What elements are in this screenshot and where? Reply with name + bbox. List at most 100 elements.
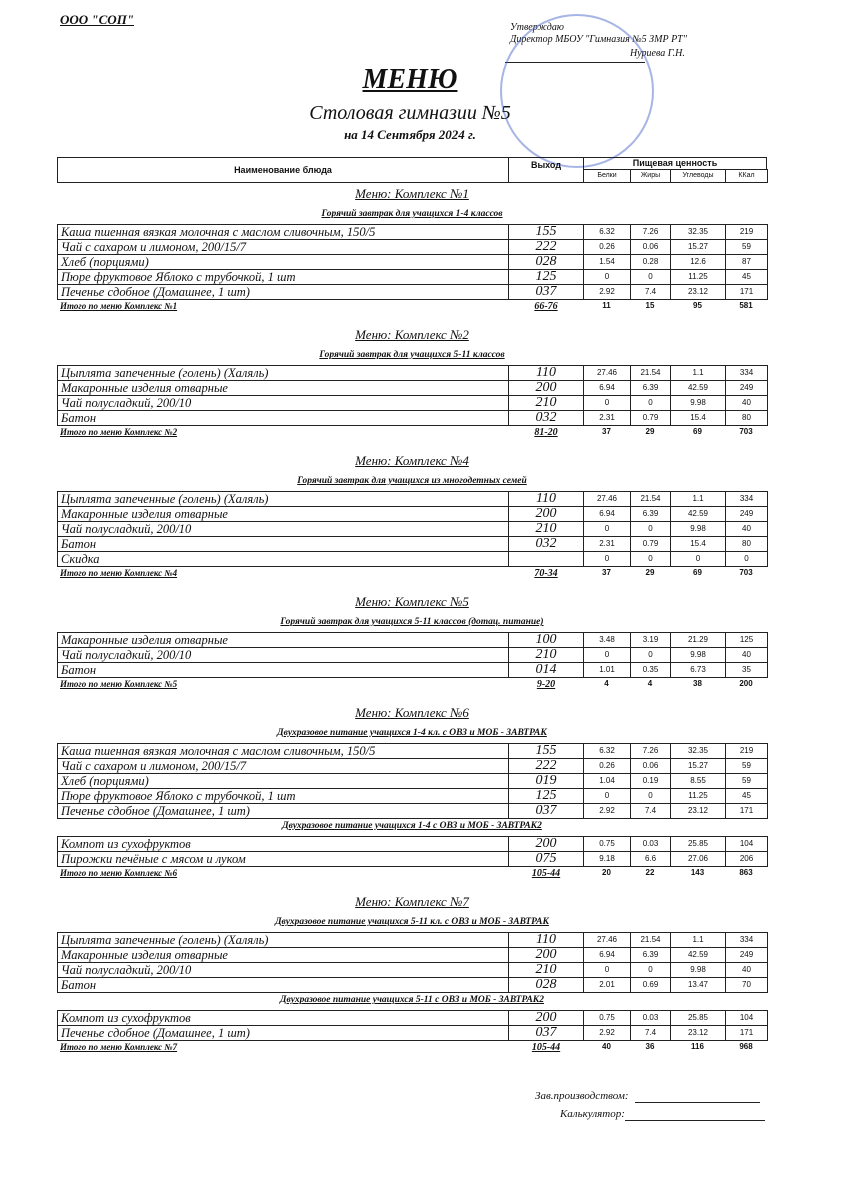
- total-value: 15: [645, 301, 655, 310]
- dish-yield: 032: [508, 410, 584, 426]
- total-value: 29: [645, 427, 655, 436]
- nutrition-value: 1.1: [670, 491, 726, 507]
- group-title: Горячий завтрак для учащихся 5-11 классо…: [319, 350, 505, 360]
- nutrition-value: 27.06: [670, 851, 726, 867]
- dish-name: Батон: [57, 977, 509, 993]
- dish-name: Компот из сухофруктов: [57, 836, 509, 852]
- nutrition-value: 27.46: [583, 365, 631, 381]
- nutrition-value: 0: [630, 647, 671, 663]
- nutrition-value: 6.32: [583, 743, 631, 759]
- nutrition-value: 35: [725, 662, 768, 678]
- nutrition-col-header: Белки: [583, 169, 631, 183]
- total-value: 200: [739, 679, 753, 688]
- total-value: 36: [645, 1042, 655, 1051]
- nutrition-value: 21.54: [630, 491, 671, 507]
- nutrition-value: 171: [725, 803, 768, 819]
- dish-name: Печенье сдобное (Домашнее, 1 шт): [57, 1025, 509, 1041]
- dish-yield: 037: [508, 284, 584, 300]
- nutrition-value: 87: [725, 254, 768, 270]
- total-yield: 9-20: [536, 679, 556, 690]
- total-label: Итого по меню Комплекс №2: [60, 427, 178, 437]
- nutrition-value: 6.39: [630, 947, 671, 963]
- dish-name: Хлеб (порциями): [57, 254, 509, 270]
- nutrition-value: 171: [725, 284, 768, 300]
- nutrition-value: 9.98: [670, 647, 726, 663]
- total-value: 40: [602, 1042, 611, 1051]
- nutrition-value: 0: [630, 521, 671, 537]
- nutrition-value: 9.98: [670, 962, 726, 978]
- subtitle: Столовая гимназии №5: [309, 102, 511, 124]
- nutrition-value: 249: [725, 380, 768, 396]
- nutrition-value: 0: [583, 395, 631, 411]
- total-yield: 105-44: [531, 1042, 561, 1053]
- nutrition-value: 7.26: [630, 224, 671, 240]
- total-value: 703: [739, 427, 753, 436]
- dish-yield: 200: [508, 1010, 584, 1026]
- director-name: Нуриева Г.Н.: [630, 48, 685, 59]
- dish-yield: 075: [508, 851, 584, 867]
- group-title: Двухразовое питание учащихся 5-11 кл. с …: [275, 917, 549, 927]
- nutrition-value: 0: [630, 962, 671, 978]
- section-title: Меню: Комплекс №7: [355, 894, 469, 909]
- nutrition-value: 0: [583, 269, 631, 285]
- nutrition-value: 0: [583, 962, 631, 978]
- total-value: 116: [691, 1042, 704, 1051]
- total-value: 4: [604, 679, 609, 688]
- nutrition-value: 0.28: [630, 254, 671, 270]
- org: ООО "СОП": [60, 12, 135, 27]
- nutrition-value: 25.85: [670, 836, 726, 852]
- nutrition-value: 0: [583, 521, 631, 537]
- group-title: Двухразовое питание учащихся 1-4 с ОВЗ и…: [282, 821, 542, 831]
- dish-name: Батон: [57, 536, 509, 552]
- nutrition-value: 0.69: [630, 977, 671, 993]
- nutrition-value: 2.92: [583, 1025, 631, 1041]
- nutrition-value: 59: [725, 239, 768, 255]
- dish-name: Пирожки печёные с мясом и луком: [57, 851, 509, 867]
- dish-name: Пюре фруктовое Яблоко с трубочкой, 1 шт: [57, 269, 509, 285]
- dish-yield: 200: [508, 836, 584, 852]
- total-label: Итого по меню Комплекс №4: [60, 568, 178, 578]
- dish-yield: 032: [508, 536, 584, 552]
- nutrition-value: 80: [725, 536, 768, 552]
- nutrition-value: 2.31: [583, 410, 631, 426]
- dish-name: Макаронные изделия отварные: [57, 947, 509, 963]
- dish-name: Макаронные изделия отварные: [57, 632, 509, 648]
- calc-line: [625, 1120, 765, 1121]
- total-value: 95: [693, 301, 702, 310]
- nutrition-value: 334: [725, 932, 768, 948]
- nutrition-value: 8.55: [670, 773, 726, 789]
- total-value: 4: [647, 679, 653, 688]
- total-label: Итого по меню Комплекс №1: [60, 301, 178, 311]
- total-value: 37: [602, 427, 611, 436]
- title: МЕНЮ: [362, 64, 458, 95]
- nutrition-value: 1.54: [583, 254, 631, 270]
- nutrition-value: 21.54: [630, 932, 671, 948]
- dish-yield: 110: [508, 491, 584, 507]
- nutrition-value: 23.12: [670, 284, 726, 300]
- calc-label: Калькулятор:: [560, 1108, 625, 1120]
- nutrition-value: 219: [725, 224, 768, 240]
- nutrition-value: 1.01: [583, 662, 631, 678]
- dish-name: Цыплята запеченные (голень) (Халяль): [57, 932, 509, 948]
- nutrition-value: 80: [725, 410, 768, 426]
- total-label: Итого по меню Комплекс №6: [60, 868, 178, 878]
- nutrition-value: 25.85: [670, 1010, 726, 1026]
- dish-yield: 037: [508, 803, 584, 819]
- total-yield: 105-44: [531, 868, 561, 879]
- nutrition-value: 6.32: [583, 224, 631, 240]
- nutrition-value: 70: [725, 977, 768, 993]
- nutrition-value: 0: [630, 551, 671, 567]
- total-value: 863: [739, 868, 753, 877]
- dish-yield: 125: [508, 269, 584, 285]
- nutrition-value: 104: [725, 836, 768, 852]
- dish-yield: 200: [508, 380, 584, 396]
- nutrition-value: 219: [725, 743, 768, 759]
- nutrition-value: 1.1: [670, 932, 726, 948]
- nutrition-value: 0: [630, 269, 671, 285]
- group-title: Горячий завтрак для учащихся из многодет…: [297, 476, 527, 486]
- total-value: 29: [645, 568, 655, 577]
- nutrition-value: 334: [725, 365, 768, 381]
- dish-name: Макаронные изделия отварные: [57, 380, 509, 396]
- dish-yield: 222: [508, 239, 584, 255]
- nutrition-value: 1.1: [670, 365, 726, 381]
